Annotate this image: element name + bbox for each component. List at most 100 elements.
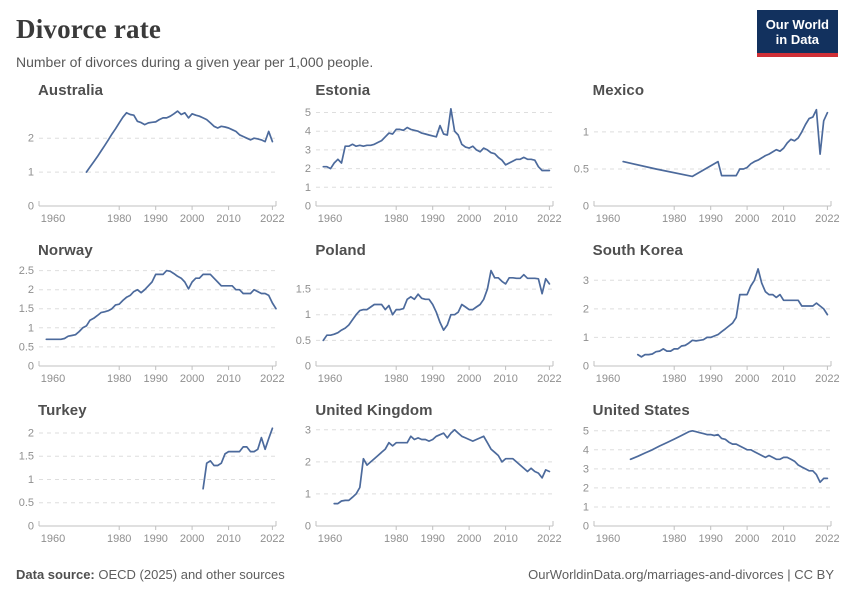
chart-poland: Poland 0 0.5 1 1.5 1960 1980 1990 2000 2010 2022 — [289, 242, 562, 395]
chart-title: Poland — [315, 242, 366, 259]
svg-text:2000: 2000 — [735, 533, 759, 545]
chart-grid: Australia 0 1 2 1960 1980 1990 2000 2010 2022 Es… — [12, 82, 840, 555]
chart-title: Australia — [38, 82, 104, 99]
chart-united-states: United States 0 1 2 3 4 5 1960 1980 1990 2000 2010… — [567, 402, 840, 555]
svg-text:0: 0 — [583, 201, 589, 213]
svg-text:1960: 1960 — [595, 533, 619, 545]
chart-title: Estonia — [315, 82, 371, 99]
header-text: Divorce rate Number of divorces during a… — [12, 8, 373, 70]
svg-text:2000: 2000 — [457, 533, 481, 545]
svg-text:2022: 2022 — [537, 373, 561, 385]
svg-text:1960: 1960 — [318, 533, 342, 545]
chart-norway: Norway 0 0.5 1 1.5 2 2.5 1960 1980 1990 2000 2010 2… — [12, 242, 285, 395]
svg-text:1.5: 1.5 — [19, 303, 34, 315]
chart-svg: 0 1 2 1960 1980 1990 2000 2010 2022 — [28, 110, 285, 225]
data-source-note: Data source: OECD (2025) and other sourc… — [16, 567, 285, 582]
chart-title: South Korea — [592, 242, 683, 259]
svg-text:0: 0 — [583, 361, 589, 373]
svg-text:1990: 1990 — [421, 373, 445, 385]
svg-text:1960: 1960 — [41, 213, 65, 225]
svg-text:1: 1 — [583, 126, 589, 138]
svg-text:0: 0 — [305, 521, 311, 533]
svg-text:1960: 1960 — [41, 533, 65, 545]
svg-text:2022: 2022 — [537, 533, 561, 545]
svg-text:1960: 1960 — [41, 373, 65, 385]
chart-south-korea: South Korea 0 1 2 3 1960 1980 1990 2000 2010 2022 — [567, 242, 840, 395]
svg-text:0: 0 — [305, 201, 311, 213]
svg-text:1980: 1980 — [107, 213, 131, 225]
svg-text:2022: 2022 — [815, 373, 839, 385]
svg-text:0: 0 — [28, 201, 34, 213]
svg-text:1990: 1990 — [698, 213, 722, 225]
page: Divorce rate Number of divorces during a… — [12, 8, 840, 582]
svg-text:3: 3 — [583, 275, 589, 287]
svg-text:1980: 1980 — [107, 373, 131, 385]
owid-logo-line1: Our World — [765, 17, 829, 32]
svg-text:2010: 2010 — [771, 373, 795, 385]
chart-australia: Australia 0 1 2 1960 1980 1990 2000 2010 2022 — [12, 82, 285, 235]
chart-estonia: Estonia 0 1 2 3 4 5 1960 1980 1990 2000 2010 2022 — [289, 82, 562, 235]
svg-text:0.5: 0.5 — [573, 164, 588, 176]
footer: Data source: OECD (2025) and other sourc… — [12, 555, 838, 582]
svg-text:2000: 2000 — [735, 373, 759, 385]
svg-text:1990: 1990 — [698, 373, 722, 385]
svg-text:2: 2 — [28, 133, 34, 145]
chart-svg: 0 1 2 3 1960 1980 1990 2000 2010 2022 — [305, 424, 562, 545]
svg-text:1: 1 — [305, 182, 311, 194]
svg-text:1980: 1980 — [107, 533, 131, 545]
svg-text:1990: 1990 — [421, 213, 445, 225]
chart-title: United States — [592, 402, 690, 419]
svg-text:1980: 1980 — [662, 373, 686, 385]
svg-text:2010: 2010 — [494, 373, 518, 385]
svg-text:0.5: 0.5 — [19, 497, 34, 509]
svg-text:2.5: 2.5 — [19, 265, 34, 277]
svg-text:2010: 2010 — [771, 533, 795, 545]
svg-text:2000: 2000 — [735, 213, 759, 225]
svg-text:2: 2 — [305, 163, 311, 175]
header: Divorce rate Number of divorces during a… — [12, 8, 838, 70]
svg-text:1960: 1960 — [595, 373, 619, 385]
svg-text:2010: 2010 — [771, 213, 795, 225]
svg-text:0: 0 — [28, 521, 34, 533]
svg-text:1: 1 — [28, 167, 34, 179]
svg-text:1990: 1990 — [143, 533, 167, 545]
svg-text:1960: 1960 — [595, 213, 619, 225]
svg-text:1: 1 — [305, 309, 311, 321]
chart-svg: 0 1 2 3 1960 1980 1990 2000 2010 2022 — [583, 268, 839, 385]
svg-text:1990: 1990 — [698, 533, 722, 545]
svg-text:2010: 2010 — [216, 533, 240, 545]
owid-logo-line2: in Data — [775, 32, 820, 48]
chart-turkey: Turkey 0 0.5 1 1.5 2 1960 1980 1990 2000 2010 2022 — [12, 402, 285, 555]
svg-text:2000: 2000 — [180, 213, 204, 225]
svg-text:2: 2 — [28, 428, 34, 440]
svg-text:1980: 1980 — [662, 533, 686, 545]
svg-text:1: 1 — [28, 474, 34, 486]
svg-text:0: 0 — [583, 521, 589, 533]
svg-text:1: 1 — [583, 502, 589, 514]
svg-text:2: 2 — [583, 303, 589, 315]
page-title: Divorce rate — [16, 14, 162, 44]
chart-svg: 0 1 2 3 4 5 1960 1980 1990 2000 2010 2022 — [583, 425, 840, 545]
chart-svg: 0 0.5 1 1960 1980 1990 2000 2010 2022 — [573, 108, 839, 225]
svg-text:2: 2 — [28, 284, 34, 296]
svg-text:4: 4 — [583, 444, 589, 456]
svg-text:0: 0 — [28, 361, 34, 373]
svg-text:2022: 2022 — [815, 533, 839, 545]
svg-text:3: 3 — [305, 424, 311, 436]
svg-text:2022: 2022 — [537, 213, 561, 225]
svg-text:4: 4 — [305, 126, 311, 138]
chart-svg: 0 0.5 1 1.5 2 2.5 1960 1980 1990 2000 2010 2022 — [19, 265, 285, 385]
data-source-label: Data source: — [16, 567, 95, 582]
svg-text:2010: 2010 — [494, 533, 518, 545]
svg-text:1.5: 1.5 — [296, 284, 311, 296]
footer-link[interactable]: OurWorldinData.org/marriages-and-divorce… — [528, 567, 834, 582]
svg-text:2000: 2000 — [180, 373, 204, 385]
svg-text:2000: 2000 — [180, 533, 204, 545]
svg-text:1: 1 — [28, 322, 34, 334]
svg-text:1980: 1980 — [384, 533, 408, 545]
chart-title: United Kingdom — [315, 402, 433, 419]
data-source-text: OECD (2025) and other sources — [94, 567, 285, 582]
svg-text:1980: 1980 — [662, 213, 686, 225]
svg-text:2022: 2022 — [260, 213, 284, 225]
svg-text:2000: 2000 — [457, 213, 481, 225]
